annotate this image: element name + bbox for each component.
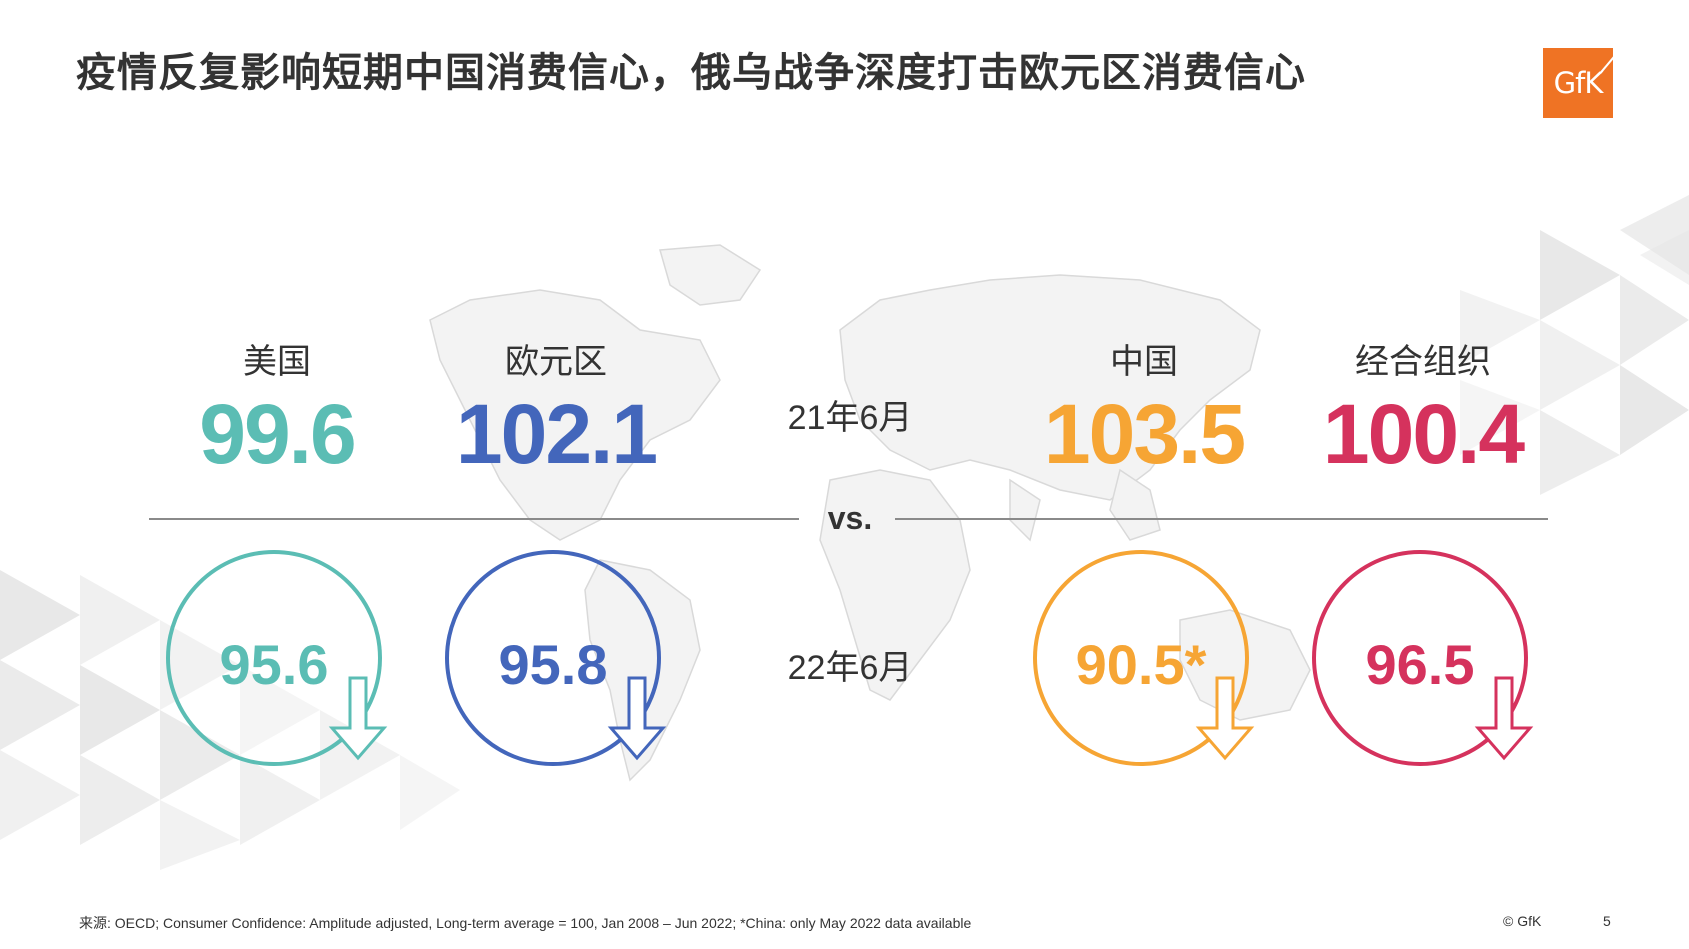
world-map-outline <box>429 244 1311 782</box>
region-name-us: 美国 <box>243 343 311 381</box>
arrow-down-icon <box>328 676 388 761</box>
period-label-2022: 22年6月 <box>787 649 913 687</box>
circle-oecd: 96.5 <box>1312 550 1528 766</box>
value-2022-china: 90.5* <box>1075 633 1207 696</box>
arrow-down-icon <box>1195 676 1255 761</box>
value-2021-china: 103.5 <box>1043 387 1246 481</box>
circle-china: 90.5* <box>1033 550 1249 766</box>
region-name-oecd: 经合组织 <box>1355 343 1491 381</box>
value-2021-us: 99.6 <box>199 387 357 481</box>
value-2021-oecd: 100.4 <box>1322 387 1525 481</box>
divider-left <box>149 518 799 520</box>
page-number: 5 <box>1603 913 1611 929</box>
copyright: © GfK <box>1503 913 1542 929</box>
gfk-logo: GfK <box>1543 48 1617 118</box>
period-label-2021: 21年6月 <box>787 399 913 437</box>
region-name-china: 中国 <box>1110 343 1178 381</box>
page-title: 疫情反复影响短期中国消费信心，俄乌战争深度打击欧元区消费信心 <box>76 51 1306 95</box>
circle-eurozone: 95.8 <box>445 550 661 766</box>
arrow-down-icon <box>1474 676 1534 761</box>
value-2022-oecd: 96.5 <box>1365 633 1475 696</box>
circle-us: 95.6 <box>166 550 382 766</box>
value-2022-eurozone: 95.8 <box>498 633 608 696</box>
divider-right <box>895 518 1548 520</box>
source-note: 来源: OECD; Consumer Confidence: Amplitude… <box>79 915 972 931</box>
vs-label: vs. <box>827 500 873 536</box>
triangle-pattern-right <box>1460 195 1689 495</box>
logo-text: GfK <box>1553 66 1604 100</box>
region-name-eurozone: 欧元区 <box>505 343 607 381</box>
arrow-down-icon <box>607 676 667 761</box>
value-2021-eurozone: 102.1 <box>455 387 658 481</box>
value-2022-us: 95.6 <box>219 633 329 696</box>
